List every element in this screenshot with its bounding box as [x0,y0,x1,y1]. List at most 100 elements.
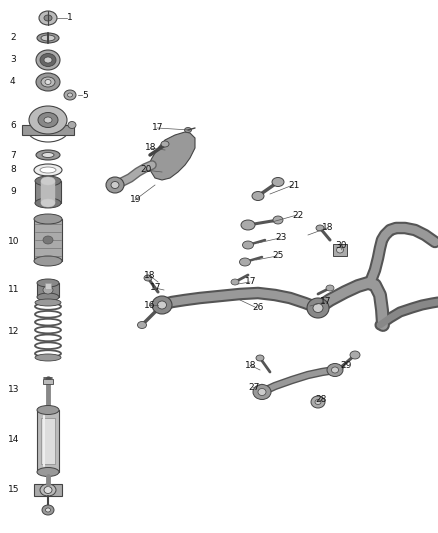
Ellipse shape [35,198,61,208]
Ellipse shape [158,301,166,309]
Text: 1: 1 [67,13,73,22]
Text: 18: 18 [322,223,333,232]
Ellipse shape [111,182,119,189]
Ellipse shape [40,484,56,496]
Ellipse shape [34,164,62,176]
Ellipse shape [42,505,54,515]
Text: 9: 9 [10,188,16,197]
Bar [37,283,59,297]
Ellipse shape [41,177,55,185]
Ellipse shape [37,467,59,477]
Ellipse shape [231,279,239,285]
Text: 26: 26 [252,303,263,312]
Ellipse shape [35,299,61,306]
Text: 14: 14 [8,435,19,445]
Ellipse shape [41,77,55,87]
Ellipse shape [44,15,52,21]
Text: 17: 17 [320,297,332,306]
Polygon shape [150,132,195,180]
Bar [333,244,347,256]
Ellipse shape [243,241,254,249]
Text: 17: 17 [150,284,162,293]
Ellipse shape [40,167,56,173]
Ellipse shape [336,247,343,253]
Ellipse shape [252,191,264,200]
Ellipse shape [327,364,343,376]
Text: 7: 7 [10,150,16,159]
Text: 10: 10 [8,238,20,246]
Ellipse shape [258,389,266,395]
Ellipse shape [161,141,169,147]
Ellipse shape [40,53,56,67]
Ellipse shape [41,35,55,41]
Ellipse shape [332,367,339,373]
Text: 17: 17 [245,278,257,287]
Ellipse shape [39,11,57,25]
Ellipse shape [326,285,334,291]
Ellipse shape [256,355,264,361]
Ellipse shape [29,106,67,134]
Ellipse shape [311,396,325,408]
Ellipse shape [37,279,59,287]
Ellipse shape [36,50,60,70]
Bar [35,181,61,203]
Ellipse shape [41,199,55,207]
Text: 27: 27 [248,384,259,392]
Ellipse shape [36,150,60,160]
Ellipse shape [37,406,59,415]
Text: 22: 22 [292,211,303,220]
Bar [41,181,55,203]
Bar [34,484,62,496]
Ellipse shape [307,298,329,318]
Text: 18: 18 [144,271,155,279]
Ellipse shape [316,225,324,231]
Text: 17: 17 [152,124,163,133]
Ellipse shape [34,214,62,224]
Ellipse shape [241,220,255,230]
Bar [22,125,74,135]
Bar [37,410,59,472]
Text: 13: 13 [8,385,20,394]
Ellipse shape [42,152,54,157]
Ellipse shape [273,216,283,224]
Ellipse shape [44,487,52,494]
Ellipse shape [43,236,53,244]
Text: 19: 19 [130,196,141,205]
Text: 16: 16 [144,301,155,310]
Text: 29: 29 [340,361,351,370]
Text: 11: 11 [8,286,20,295]
Ellipse shape [37,293,59,301]
Ellipse shape [152,296,172,314]
Text: 12: 12 [8,327,19,336]
Ellipse shape [68,122,76,128]
Ellipse shape [35,354,61,361]
Text: 25: 25 [272,252,283,261]
Ellipse shape [106,177,124,193]
Ellipse shape [38,112,58,127]
Text: 15: 15 [8,486,20,495]
Ellipse shape [45,79,51,85]
Ellipse shape [44,57,52,63]
Text: 5: 5 [82,91,88,100]
Text: 18: 18 [145,143,156,152]
Text: 18: 18 [245,360,257,369]
Ellipse shape [240,258,251,266]
Ellipse shape [144,275,152,281]
Ellipse shape [46,508,50,512]
Ellipse shape [138,321,146,328]
Bar [43,378,53,384]
Ellipse shape [315,400,321,405]
Ellipse shape [64,90,76,100]
Ellipse shape [184,127,191,133]
Text: 28: 28 [315,395,326,405]
Ellipse shape [272,177,284,187]
Bar [34,219,62,261]
Text: 20: 20 [140,166,152,174]
Ellipse shape [350,351,360,359]
Text: 4: 4 [10,77,16,86]
Text: 3: 3 [10,55,16,64]
Bar [45,283,51,289]
Text: 6: 6 [10,120,16,130]
Ellipse shape [44,117,52,123]
Ellipse shape [67,93,73,97]
